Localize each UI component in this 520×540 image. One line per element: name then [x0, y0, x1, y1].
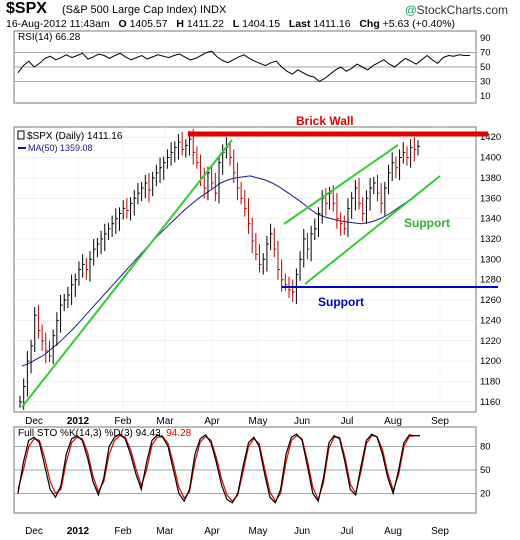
ma-label: MA(50) 1359.08: [28, 143, 93, 153]
sto-tick-label: 50: [480, 465, 491, 476]
brick-wall-label: Brick Wall: [296, 114, 354, 128]
rsi-tick-label: 30: [480, 76, 491, 87]
x-tick-label: Mar: [156, 416, 174, 427]
price-tick-label: 1280: [480, 275, 501, 286]
rsi-panel: 10 30 50 70 90 RSI(14) 66.28: [13, 30, 491, 104]
brand-logo: @StockCharts.com: [404, 3, 508, 17]
price-legend: $SPX (Daily) 1411.16 MA(50) 1359.08: [17, 130, 123, 153]
stochastic-panel: 20 50 80 Dec 2012 Feb Mar Apr May Jun Jul Aug Sep F…: [13, 426, 491, 537]
x-tick-label: May: [249, 526, 268, 537]
x-tick-label: Aug: [384, 416, 402, 427]
x-tick-label: Dec: [25, 526, 43, 537]
x-tick-label: Jul: [341, 416, 354, 427]
rsi-tick-label: 70: [480, 48, 491, 59]
x-tick-label: 2012: [67, 526, 90, 537]
price-tick-label: 1340: [480, 214, 501, 225]
x-tick-label: Jul: [341, 526, 354, 537]
price-tick-label: 1380: [480, 173, 501, 184]
support-label-blue: Support: [318, 295, 364, 309]
price-tick-label: 1240: [480, 315, 501, 326]
x-tick-label: Jun: [294, 416, 310, 427]
price-tick-label: 1400: [480, 153, 501, 164]
x-tick-label: Aug: [384, 526, 402, 537]
price-tick-label: 1420: [480, 132, 501, 143]
channel-upper: [283, 144, 399, 225]
description: (S&P 500 Large Cap Index) INDX: [62, 4, 227, 16]
x-tick-label: Sep: [431, 416, 449, 427]
x-tick-label: Apr: [204, 416, 220, 427]
price-title: $SPX (Daily) 1411.16: [27, 131, 123, 142]
chart-header: $SPX (S&P 500 Large Cap Index) INDX @Sto…: [0, 0, 520, 32]
price-tick-label: 1160: [480, 397, 500, 408]
sto-tick-label: 20: [480, 488, 491, 499]
price-tick-label: 1200: [480, 356, 501, 367]
x-tick-label: Jun: [294, 526, 310, 537]
price-tick-label: 1220: [480, 336, 501, 347]
price-panel: 1160 1180 1200 1220 1240 1260 1280 1300 1320 1340…: [13, 114, 501, 427]
sto-tick-label: 80: [480, 442, 491, 453]
rsi-tick-label: 50: [480, 62, 491, 73]
x-tick-label: Feb: [114, 416, 132, 427]
rsi-title: RSI(14) 66.28: [18, 32, 81, 43]
channel-lower: [304, 175, 441, 285]
price-tick-label: 1180: [480, 376, 500, 387]
price-tick-label: 1260: [480, 295, 501, 306]
x-tick-label: Dec: [25, 416, 43, 427]
x-tick-label: May: [249, 416, 268, 427]
rsi-tick-label: 10: [480, 91, 491, 102]
x-tick-label: Sep: [431, 526, 449, 537]
x-tick-label: Apr: [204, 526, 220, 537]
rsi-tick-label: 90: [480, 33, 491, 44]
quote-line: 16-Aug-2012 11:43am O 1405.57 H 1411.22 …: [6, 18, 456, 30]
price-tick-label: 1300: [480, 254, 501, 265]
price-tick-label: 1360: [480, 193, 501, 204]
support-label-green: Support: [404, 216, 450, 230]
price-tick-label: 1320: [480, 234, 501, 245]
trendline-rise: [21, 139, 233, 408]
x-tick-label: 2012: [67, 416, 90, 427]
sto-title: Full STO %K(14,3) %D(3) 94.43, 94.28: [18, 428, 192, 439]
symbol: $SPX: [6, 0, 47, 17]
x-tick-label: Mar: [156, 526, 174, 537]
x-tick-label: Feb: [114, 526, 132, 537]
